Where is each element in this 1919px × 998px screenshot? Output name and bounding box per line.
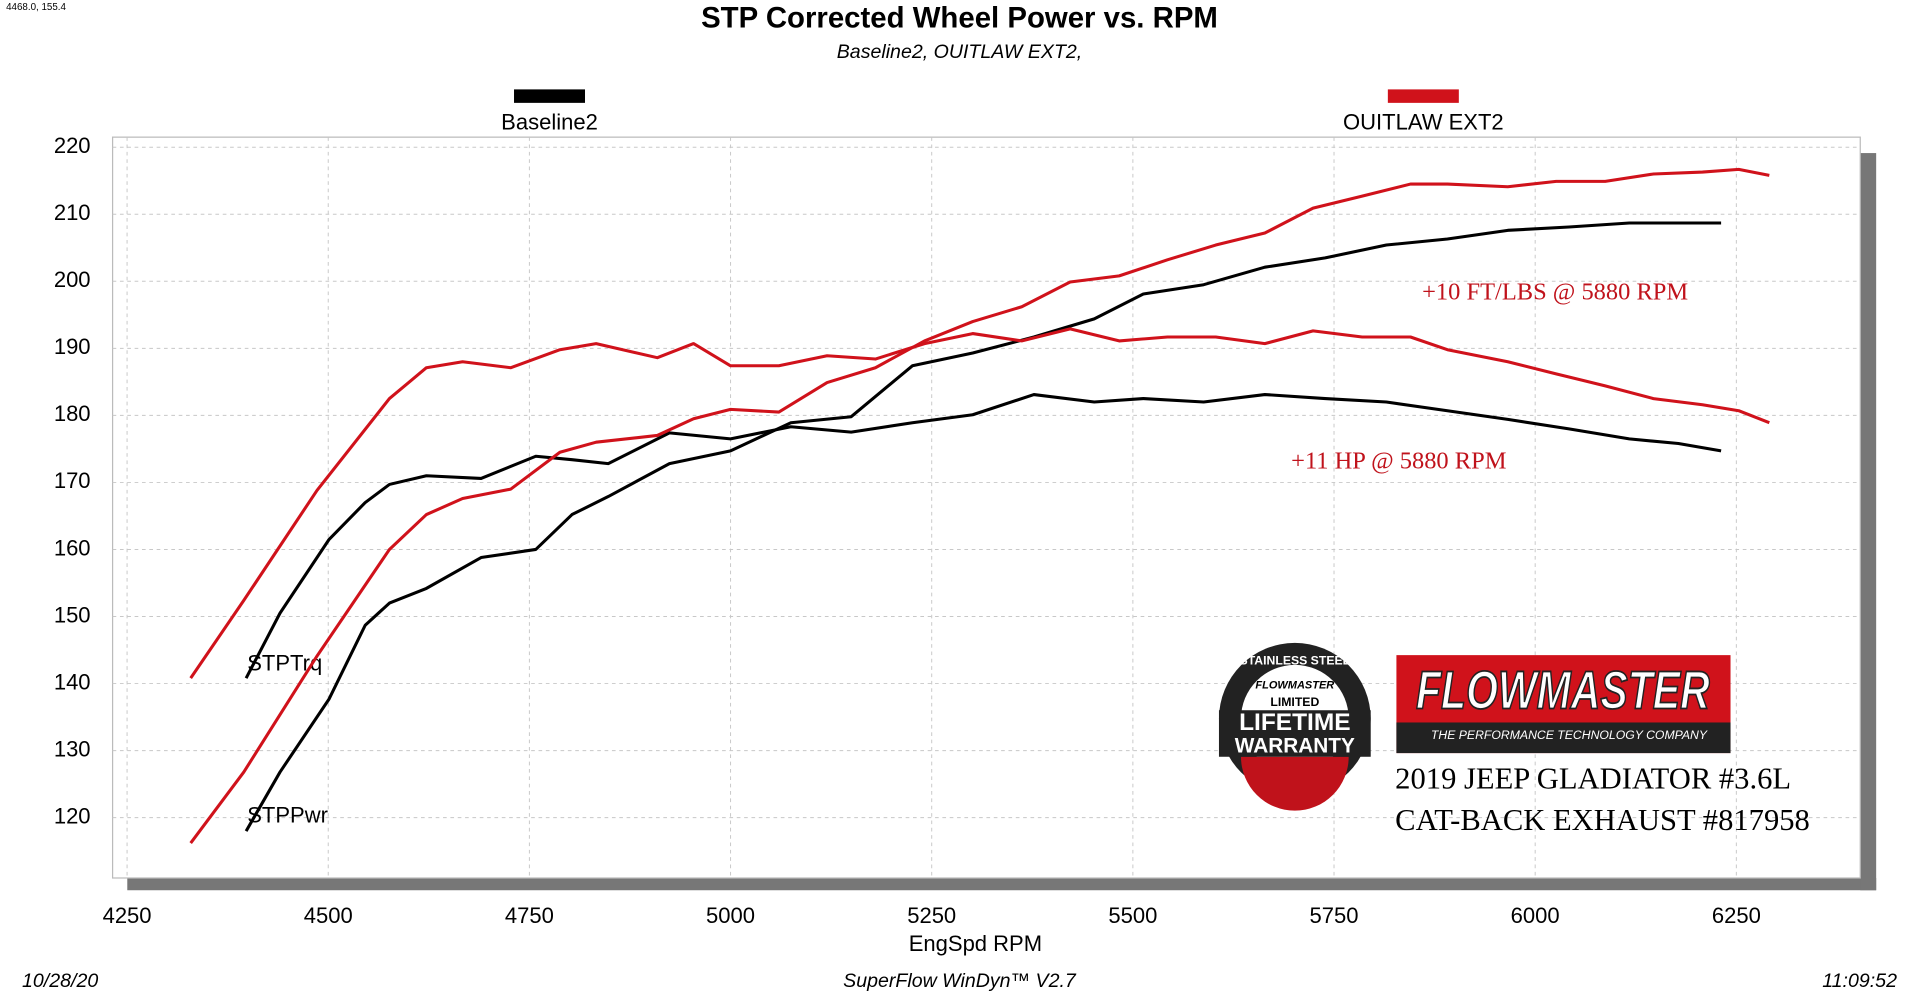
vehicle-line: 2019 JEEP GLADIATOR #3.6L bbox=[1395, 761, 1791, 795]
x-tick-label: 5750 bbox=[1310, 903, 1359, 928]
y-tick-label: 190 bbox=[54, 334, 91, 359]
footer-time: 11:09:52 bbox=[1822, 970, 1897, 992]
logo-band bbox=[1396, 722, 1731, 754]
y-tick-label: 130 bbox=[54, 736, 91, 761]
y-tick-label: 180 bbox=[54, 401, 91, 426]
annotation: +11 HP @ 5880 RPM bbox=[1291, 447, 1507, 474]
x-tick-label: 6250 bbox=[1712, 903, 1761, 928]
x-tick-label: 4250 bbox=[103, 903, 152, 928]
chart-subtitle: Baseline2, OUITLAW EXT2, bbox=[837, 41, 1082, 63]
x-tick-label: 6000 bbox=[1511, 903, 1560, 928]
x-tick-label: 5250 bbox=[907, 903, 956, 928]
footer-software: SuperFlow WinDyn™ V2.7 bbox=[843, 970, 1077, 992]
data-line bbox=[244, 393, 1722, 679]
y-tick-label: 150 bbox=[54, 602, 91, 627]
y-tick-label: 160 bbox=[54, 535, 91, 560]
data-line bbox=[189, 327, 1770, 680]
data-line bbox=[244, 221, 1722, 832]
frame-shadow-bottom bbox=[127, 877, 1877, 891]
y-tick-label: 170 bbox=[54, 468, 91, 493]
y-tick-label: 210 bbox=[54, 200, 91, 225]
badge-band bbox=[1218, 710, 1371, 757]
y-tick-label: 200 bbox=[54, 267, 91, 292]
plot-frame bbox=[111, 136, 1861, 879]
frame-shadow-right bbox=[1860, 153, 1877, 891]
data-line bbox=[189, 167, 1770, 845]
x-tick-label: 5500 bbox=[1108, 903, 1157, 928]
badge-text: LIMITED bbox=[1270, 695, 1319, 709]
badge-text: LIFETIME bbox=[1239, 709, 1350, 736]
annotation: +10 FT/LBS @ 5880 RPM bbox=[1422, 279, 1688, 306]
y-tick-label: 120 bbox=[54, 803, 91, 828]
badge-text: WARRANTY bbox=[1235, 734, 1355, 757]
chart-title: STP Corrected Wheel Power vs. RPM bbox=[701, 1, 1218, 34]
legend-swatch bbox=[1387, 89, 1459, 103]
badge-red bbox=[1240, 756, 1349, 811]
y-tick-label: 140 bbox=[54, 669, 91, 694]
logo-brand: FLOWMASTER bbox=[1416, 661, 1710, 721]
x-axis-label: EngSpd RPM bbox=[909, 931, 1042, 956]
legend-swatch bbox=[514, 89, 586, 103]
logo-tagline: THE PERFORMANCE TECHNOLOGY COMPANY bbox=[1431, 728, 1708, 742]
legend-label: Baseline2 bbox=[501, 109, 598, 134]
badge-text: FLOWMASTER bbox=[1255, 680, 1334, 692]
footer-date: 10/28/20 bbox=[22, 970, 98, 992]
x-tick-label: 4500 bbox=[304, 903, 353, 928]
flowmaster-logo: FLOWMASTER THE PERFORMANCE TECHNOLOGY CO… bbox=[1396, 655, 1731, 754]
badge-text: STAINLESS STEEL bbox=[1240, 653, 1351, 667]
x-tick-label: 5000 bbox=[706, 903, 755, 928]
y-tick-label: 220 bbox=[54, 133, 91, 158]
corner-readout: 4468.0, 155.4 bbox=[6, 2, 66, 13]
legend-label: OUITLAW EXT2 bbox=[1343, 109, 1504, 134]
warranty-badge: STAINLESS STEEL FLOWMASTER LIMITED LIFET… bbox=[1218, 642, 1371, 811]
vehicle-line: CAT-BACK EXHAUST #817958 bbox=[1395, 803, 1810, 837]
x-tick-label: 4750 bbox=[505, 903, 554, 928]
